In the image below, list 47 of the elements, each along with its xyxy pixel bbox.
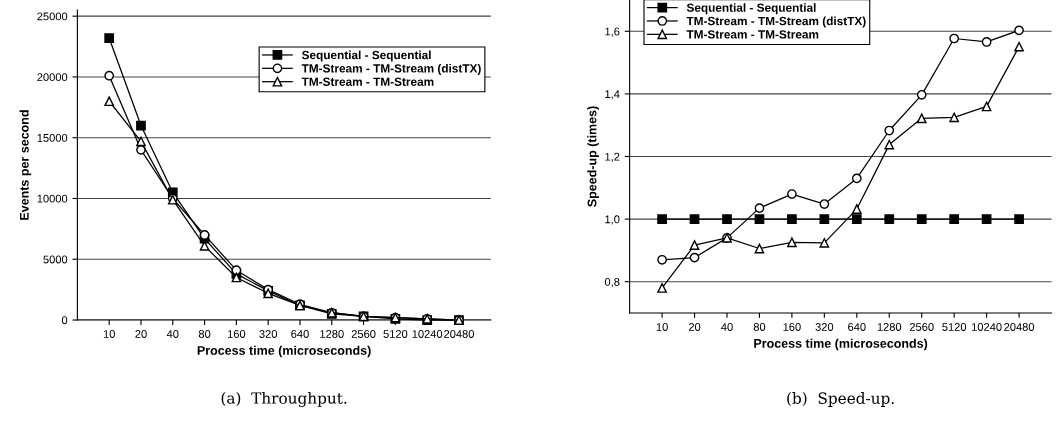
y-tick-label: 1,0 xyxy=(605,215,620,225)
y-tick-label: 10000 xyxy=(37,194,68,203)
x-tick-label: 80 xyxy=(198,330,211,338)
x-tick-label: 20480 xyxy=(1004,323,1035,331)
x-axis-title: Process time (microseconds) xyxy=(197,345,371,358)
x-axis-title: Process time (microseconds) xyxy=(754,338,928,351)
x-tick-label: 640 xyxy=(291,330,309,338)
text: (b) Speed-up. xyxy=(787,392,894,407)
legend-label: TM-Stream - TM-Stream (distTX) xyxy=(686,16,866,28)
x-tick-label: 20480 xyxy=(444,330,474,338)
x-tick-label: 5120 xyxy=(942,323,967,331)
y-tick-label: 15000 xyxy=(37,133,68,142)
y-tick-label: 0 xyxy=(61,316,68,325)
legend-label: TM-Stream - TM-Stream xyxy=(301,77,434,86)
x-tick-label: 40 xyxy=(721,323,733,331)
legend-label: TM-Stream - TM-Stream (distTX) xyxy=(301,63,481,75)
y-axis-title: Speed-up (times) xyxy=(587,106,599,207)
y-tick-label: 5000 xyxy=(43,255,68,264)
x-tick-label: 10 xyxy=(656,323,668,331)
y-tick-label: 1,6 xyxy=(605,27,620,37)
x-tick-label: 160 xyxy=(227,330,246,338)
x-tick-label: 80 xyxy=(753,323,766,331)
x-tick-label: 640 xyxy=(848,323,866,331)
y-axis-title: Events per second xyxy=(19,110,32,220)
x-tick-label: 40 xyxy=(166,330,179,338)
y-tick-label: 1,2 xyxy=(605,152,620,162)
x-tick-label: 1280 xyxy=(877,323,902,331)
text: (a) Throughput. xyxy=(221,391,347,407)
legend-label: Sequential - Sequential xyxy=(686,3,816,15)
x-tick-label: 10240 xyxy=(412,330,443,338)
x-tick-label: 2560 xyxy=(351,330,376,338)
legend-label: Sequential - Sequential xyxy=(301,50,431,62)
y-tick-label: 25000 xyxy=(37,12,68,21)
legend-label: TM-Stream - TM-Stream xyxy=(686,30,819,39)
x-tick-label: 320 xyxy=(815,323,834,331)
x-tick-label: 5120 xyxy=(383,330,408,338)
x-tick-label: 320 xyxy=(259,330,278,338)
y-tick-label: 20000 xyxy=(37,73,68,82)
x-tick-label: 20 xyxy=(135,330,147,338)
x-tick-label: 20 xyxy=(688,323,701,331)
x-tick-label: 1280 xyxy=(320,330,344,338)
x-tick-label: 10 xyxy=(103,330,115,338)
x-tick-label: 160 xyxy=(783,323,801,331)
x-tick-label: 2560 xyxy=(909,323,934,331)
x-tick-label: 10240 xyxy=(972,323,1002,331)
y-tick-label: 1,4 xyxy=(605,90,620,100)
y-tick-label: 0,8 xyxy=(604,277,620,288)
